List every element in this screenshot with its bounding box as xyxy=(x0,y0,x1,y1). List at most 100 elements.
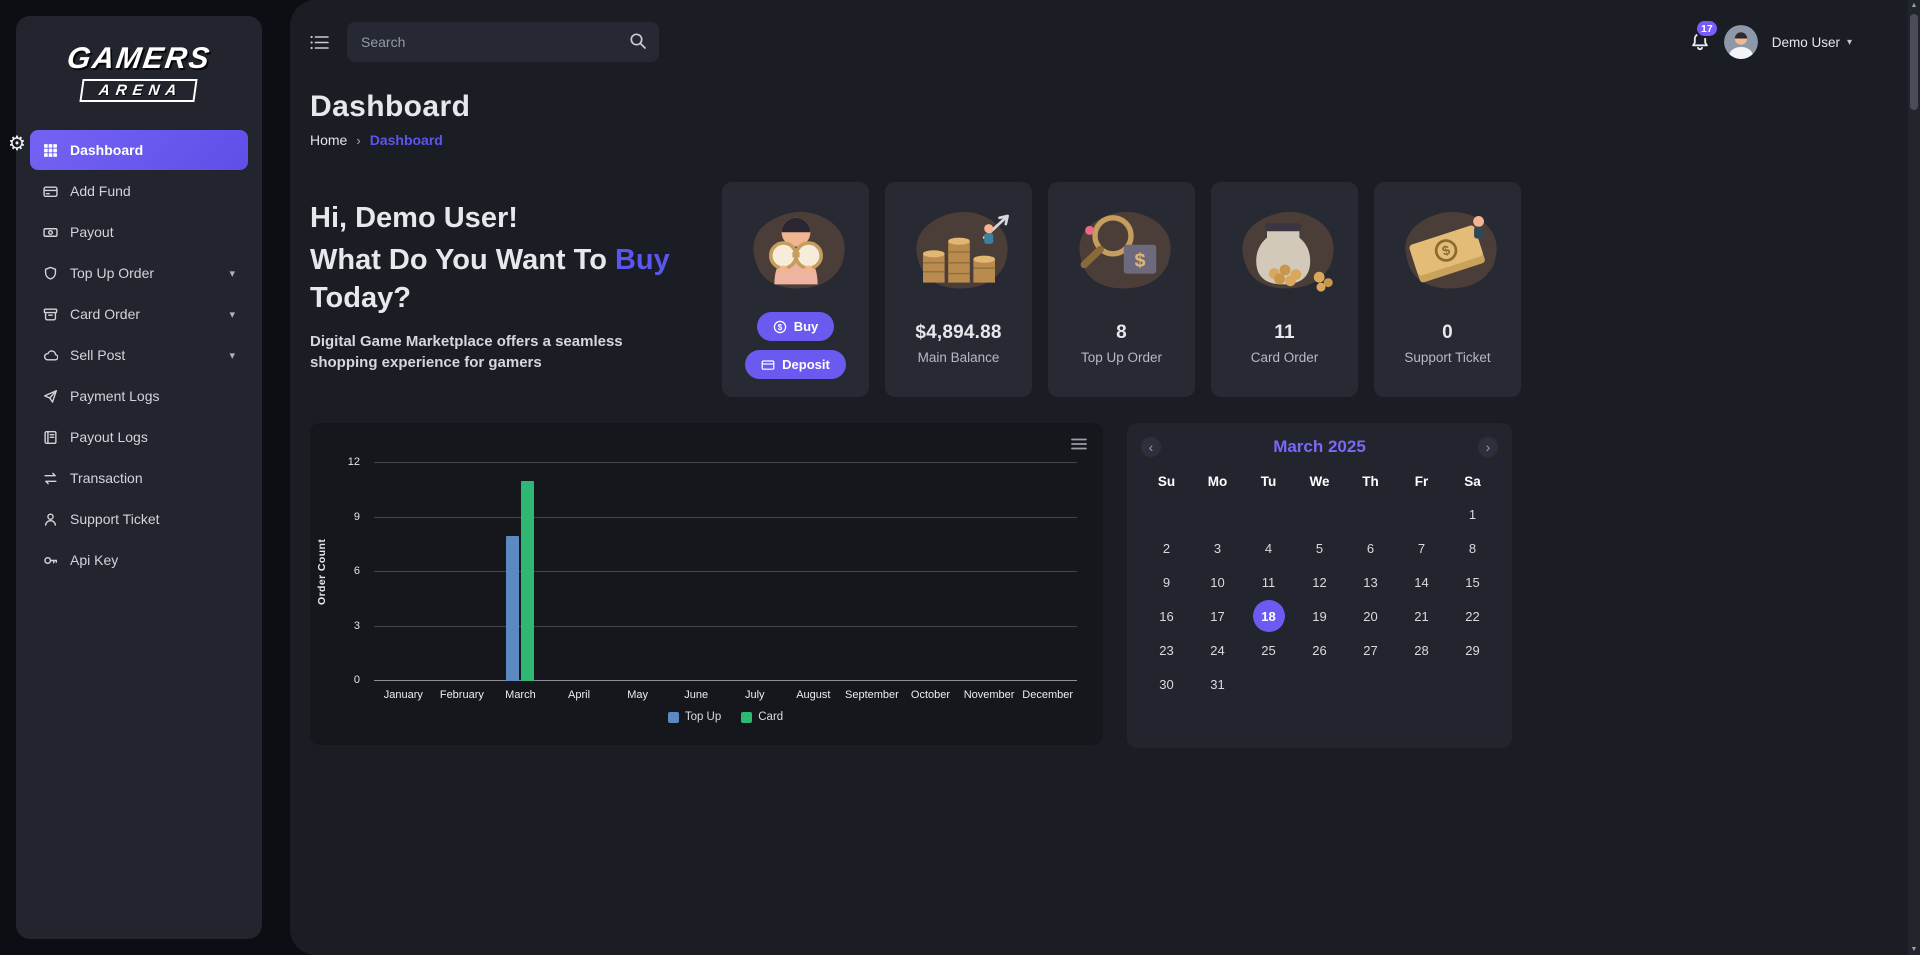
greeting: Hi, Demo User! What Do You Want To Buy T… xyxy=(310,182,692,373)
scroll-down-icon[interactable]: ▼ xyxy=(1910,946,1918,953)
calendar-date-8[interactable]: 8 xyxy=(1468,540,1477,556)
scroll-up-icon[interactable]: ▲ xyxy=(1910,2,1918,9)
calendar-date-29[interactable]: 29 xyxy=(1465,642,1480,658)
sidebar-item-label: Dashboard xyxy=(70,142,144,158)
calendar-cell: 5 xyxy=(1294,531,1345,565)
calendar-date-24[interactable]: 24 xyxy=(1210,642,1225,658)
sidebar-item-transaction[interactable]: Transaction xyxy=(30,458,248,498)
calendar-title: March 2025 xyxy=(1273,437,1366,456)
dollar-coin-icon: $ xyxy=(773,320,786,333)
calendar-date-3[interactable]: 3 xyxy=(1213,540,1222,556)
cloud-icon xyxy=(43,348,58,363)
calendar-date-7[interactable]: 7 xyxy=(1417,540,1426,556)
calendar-date-12[interactable]: 12 xyxy=(1312,574,1327,590)
calendar-date-21[interactable]: 21 xyxy=(1414,608,1429,624)
calendar-cell: 24 xyxy=(1192,633,1243,667)
chart-menu-icon[interactable] xyxy=(1071,437,1087,455)
sidebar-item-card-order[interactable]: Card Order ▾ xyxy=(30,294,248,334)
x-axis-label: December xyxy=(1022,689,1074,701)
calendar-date-14[interactable]: 14 xyxy=(1414,574,1429,590)
card-icon xyxy=(43,184,58,199)
scrollbar-thumb[interactable] xyxy=(1910,14,1918,110)
calendar-cell: 30 xyxy=(1141,667,1192,701)
calendar-date-26[interactable]: 26 xyxy=(1312,642,1327,658)
y-ticks: 0 3 6 9 12 xyxy=(336,456,366,686)
settings-gear-icon[interactable]: ⚙ xyxy=(8,132,26,155)
logo[interactable]: GAMERS ARENA xyxy=(16,42,262,102)
sidebar-item-top-up-order[interactable]: Top Up Order ▾ xyxy=(30,253,248,293)
legend-item-card: Card xyxy=(741,711,783,723)
calendar-cell: 19 xyxy=(1294,599,1345,633)
calendar-date-28[interactable]: 28 xyxy=(1414,642,1429,658)
sidebar-item-payout[interactable]: Payout xyxy=(30,212,248,252)
calendar-date-25[interactable]: 25 xyxy=(1261,642,1276,658)
calendar-date-15[interactable]: 15 xyxy=(1465,574,1480,590)
sidebar-item-sell-post[interactable]: Sell Post ▾ xyxy=(30,335,248,375)
x-axis-label: April xyxy=(568,689,591,701)
chart-column-august xyxy=(784,463,843,681)
x-axis-labels: January February March April May June July Augu… xyxy=(374,689,1077,701)
sidebar-item-support-ticket[interactable]: Support Ticket xyxy=(30,499,248,539)
hero-row: Hi, Demo User! What Do You Want To Buy T… xyxy=(310,182,1888,397)
topbar: 17 Demo User ▾ xyxy=(290,0,1908,62)
buy-button[interactable]: $ Buy xyxy=(756,312,835,341)
search-box xyxy=(347,22,659,62)
calendar-date-17[interactable]: 17 xyxy=(1210,608,1225,624)
sidebar-item-label: Sell Post xyxy=(70,347,126,363)
avatar[interactable] xyxy=(1723,25,1758,59)
calendar-empty-cell xyxy=(1345,497,1396,531)
calendar-day-header-we: We xyxy=(1309,473,1330,489)
sidebar-item-dashboard[interactable]: Dashboard xyxy=(30,130,248,170)
calendar-date-4[interactable]: 4 xyxy=(1264,540,1273,556)
calendar-date-31[interactable]: 31 xyxy=(1210,676,1225,692)
calendar-cell: 9 xyxy=(1141,565,1192,599)
search-icon[interactable] xyxy=(629,32,647,55)
calendar-date-6[interactable]: 6 xyxy=(1366,540,1375,556)
scrollbar[interactable]: ▲ ▼ xyxy=(1908,0,1920,955)
calendar-empty-cell xyxy=(1447,667,1498,701)
calendar-date-20[interactable]: 20 xyxy=(1363,608,1378,624)
notifications-button[interactable]: 17 xyxy=(1690,19,1719,57)
calendar-date-9[interactable]: 9 xyxy=(1162,574,1171,590)
grid-icon xyxy=(43,143,58,158)
calendar-day-header-mo: Mo xyxy=(1207,473,1228,489)
sidebar-item-payment-logs[interactable]: Payment Logs xyxy=(30,376,248,416)
calendar-date-18[interactable]: 18 xyxy=(1252,600,1285,632)
search-input[interactable] xyxy=(347,22,659,62)
sidebar-item-payout-logs[interactable]: Payout Logs xyxy=(30,417,248,457)
chart-column-july xyxy=(725,463,784,681)
buy-button-label: Buy xyxy=(793,319,819,334)
sidebar-item-api-key[interactable]: Api Key xyxy=(30,540,248,580)
calendar-next-button[interactable]: › xyxy=(1478,437,1498,457)
calendar-date-13[interactable]: 13 xyxy=(1363,574,1378,590)
swap-arrows-icon xyxy=(43,471,58,486)
calendar-cell: 1 xyxy=(1447,497,1498,531)
calendar-date-10[interactable]: 10 xyxy=(1210,574,1225,590)
menu-toggle-icon[interactable] xyxy=(310,35,329,50)
chart-column-april xyxy=(550,463,609,681)
sidebar-item-add-fund[interactable]: Add Fund xyxy=(30,171,248,211)
calendar-empty-cell xyxy=(1243,497,1294,531)
deposit-button[interactable]: Deposit xyxy=(745,350,846,379)
calendar-date-27[interactable]: 27 xyxy=(1363,642,1378,658)
calendar-empty-cell xyxy=(1192,497,1243,531)
coin-jar-illustration xyxy=(1221,194,1349,310)
calendar-date-30[interactable]: 30 xyxy=(1159,676,1174,692)
breadcrumb-home[interactable]: Home xyxy=(310,132,348,148)
calendar-date-22[interactable]: 22 xyxy=(1465,608,1480,624)
calendar-date-5[interactable]: 5 xyxy=(1315,540,1324,556)
calendar-date-16[interactable]: 16 xyxy=(1159,608,1174,624)
calendar-date-23[interactable]: 23 xyxy=(1159,642,1174,658)
calendar-prev-button[interactable]: ‹ xyxy=(1141,437,1161,457)
x-axis-label: June xyxy=(684,689,709,701)
user-menu[interactable]: Demo User ▾ xyxy=(1772,35,1852,50)
y-tick-label: 12 xyxy=(347,456,360,468)
stat-label: Main Balance xyxy=(917,350,1000,365)
calendar-date-19[interactable]: 19 xyxy=(1312,608,1327,624)
chart-column-february xyxy=(433,463,492,681)
sidebar-item-label: Support Ticket xyxy=(70,511,160,527)
calendar-date-11[interactable]: 11 xyxy=(1261,574,1276,590)
calendar-date-1[interactable]: 1 xyxy=(1468,506,1477,522)
calendar-date-2[interactable]: 2 xyxy=(1162,540,1171,556)
y-axis-label: Order Count xyxy=(316,538,328,606)
